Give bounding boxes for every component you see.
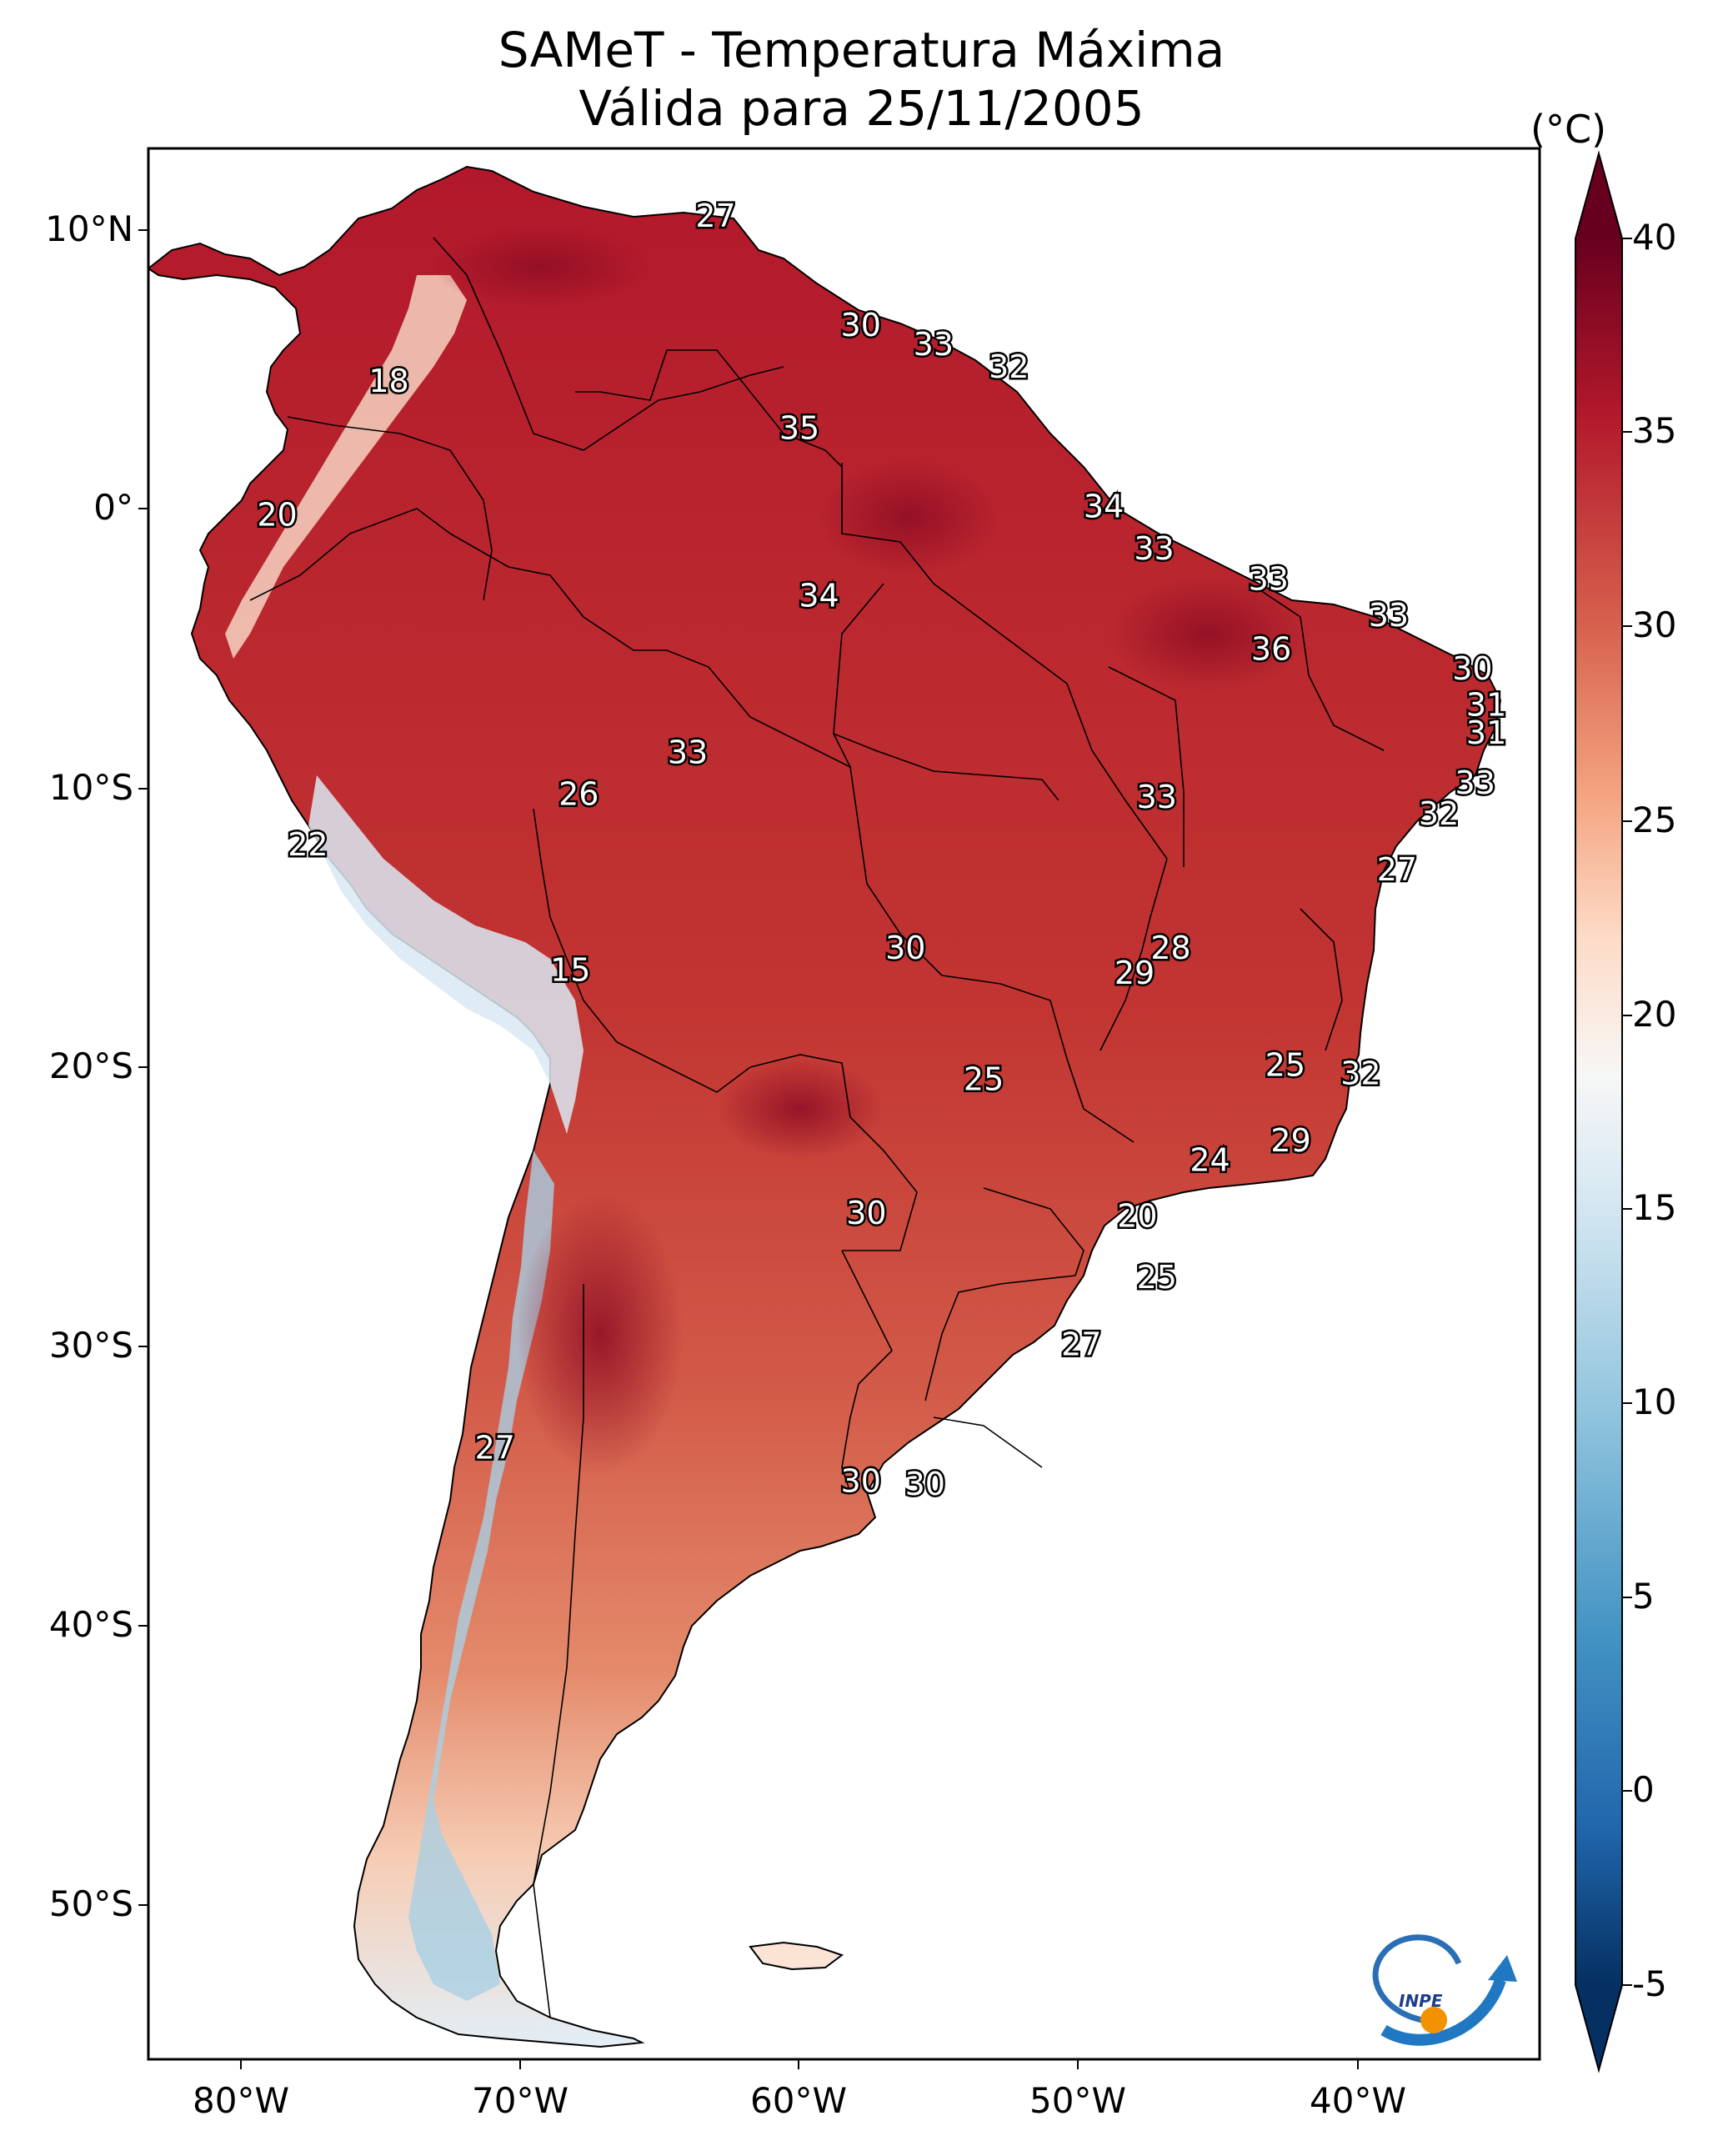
contour-label: 31	[1466, 714, 1506, 751]
contour-label: 29	[1270, 1122, 1310, 1159]
contour-label: 28	[1150, 930, 1190, 966]
southern-andes-cool-band	[408, 1151, 554, 2001]
lat-tick-label: 0°	[93, 487, 133, 528]
contour-label: 30	[885, 930, 925, 966]
colorbar-tick-label: -5	[1632, 1963, 1667, 2004]
colorbar-tick-label: 10	[1632, 1381, 1677, 1422]
contour-label: 25	[964, 1060, 1004, 1097]
contour-label: 33	[1455, 765, 1495, 801]
contour-label: 34	[1084, 489, 1124, 525]
colorbar-body	[1575, 238, 1622, 1985]
contour-label: 31	[1466, 686, 1506, 723]
contour-label: 22	[288, 826, 328, 863]
falkland-islands	[749, 1941, 844, 1971]
lon-tick-label: 70°W	[472, 2080, 568, 2121]
colorbar-tick-label: 25	[1632, 800, 1677, 840]
lat-tick-label: 30°S	[48, 1325, 133, 1366]
hotspot-western-argentina	[517, 1192, 684, 1476]
axis-tick-marks	[138, 229, 1359, 2069]
northern-andes-cool-band	[225, 275, 467, 659]
lat-tick-label: 40°S	[48, 1604, 133, 1645]
colorbar-tick-label: 30	[1632, 604, 1677, 645]
hotspot-chaco	[717, 1059, 884, 1159]
colorbar-tick-label: 40	[1632, 217, 1677, 258]
lon-tick-label: 40°W	[1310, 2080, 1406, 2121]
contour-label: 33	[1137, 779, 1177, 815]
contour-label: 25	[1137, 1259, 1177, 1296]
hotspot-para	[817, 459, 1000, 575]
contour-label: 33	[668, 734, 708, 770]
contour-label: 33	[914, 326, 954, 363]
svg-text:INPE: INPE	[1399, 1991, 1443, 2011]
contour-label: 27	[1377, 851, 1417, 888]
contour-label: 27	[475, 1430, 515, 1467]
contour-label: 15	[550, 952, 590, 989]
colorbar-tick-label: 0	[1632, 1769, 1655, 1810]
contour-label: 32	[989, 348, 1029, 385]
contour-label: 20	[1117, 1197, 1157, 1234]
colorbar-min-arrow	[1575, 1985, 1622, 2070]
contour-label: 27	[695, 198, 735, 234]
map-title: SAMeT - Temperatura Máxima	[498, 22, 1225, 78]
contour-label: 32	[1340, 1055, 1380, 1092]
lon-tick-label: 60°W	[750, 2080, 847, 2121]
lon-tick-label: 80°W	[193, 2080, 289, 2121]
andes-cool-band	[308, 775, 584, 1134]
map-subtitle: Válida para 25/11/2005	[579, 80, 1144, 137]
contour-label: 24	[1190, 1141, 1230, 1178]
colorbar-tick-label: 35	[1632, 410, 1677, 451]
contour-label: 30	[846, 1195, 886, 1231]
colorbar	[1575, 150, 1632, 2073]
contour-label: 27	[1061, 1326, 1101, 1363]
contour-label: 26	[558, 776, 599, 813]
contour-label: 18	[368, 363, 408, 399]
temperature-field	[148, 165, 1502, 2048]
contour-label: 30	[1452, 650, 1492, 687]
colorbar-tick-label: 20	[1632, 994, 1677, 1035]
lat-tick-label: 10°S	[48, 767, 133, 808]
lat-tick-label: 50°S	[48, 1883, 133, 1924]
contour-label: 33	[1134, 530, 1174, 567]
hotspot-northeast-brazil	[1109, 575, 1309, 692]
country-borders	[249, 237, 1385, 2018]
colorbar-tick-marks	[1622, 238, 1632, 1986]
contour-label: 33	[1249, 561, 1289, 598]
lat-tick-label: 10°N	[45, 208, 133, 249]
contour-label: 29	[1114, 955, 1155, 991]
contour-label: 32	[1419, 795, 1459, 832]
colorbar-max-arrow	[1575, 153, 1622, 238]
contour-label: 35	[779, 410, 819, 447]
contour-label: 30	[841, 307, 881, 343]
contour-label: 30	[905, 1466, 945, 1502]
contour-label: 36	[1251, 630, 1291, 667]
contour-label: 20	[257, 497, 297, 534]
colorbar-tick-label: 15	[1632, 1187, 1677, 1228]
contour-label: 33	[1369, 597, 1409, 634]
colorbar-unit-label: (°C)	[1530, 107, 1607, 152]
inpe-logo: INPE	[1372, 1934, 1517, 2046]
hotspot-venezuela	[433, 225, 650, 308]
contour-label: 25	[1265, 1047, 1305, 1084]
lon-tick-label: 50°W	[1029, 2080, 1126, 2121]
contour-label: 34	[799, 578, 839, 614]
contour-label: 30	[841, 1463, 881, 1500]
plot-border	[147, 147, 1541, 2061]
colorbar-tick-label: 5	[1632, 1576, 1655, 1617]
lat-tick-label: 20°S	[48, 1045, 133, 1086]
